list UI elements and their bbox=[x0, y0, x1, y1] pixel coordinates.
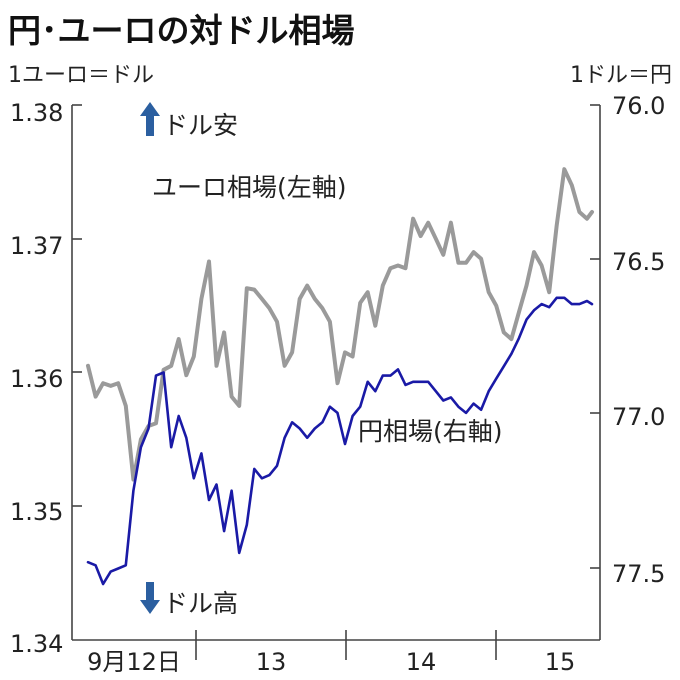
yen-series-label: 円相場(右軸) bbox=[358, 417, 503, 446]
annotation-up: ドル安 bbox=[140, 102, 238, 140]
left-tick-label: 1.34 bbox=[10, 630, 63, 658]
x-tick-label: 13 bbox=[256, 648, 287, 676]
left-tick-label: 1.36 bbox=[10, 365, 63, 393]
right-tick-label: 76.0 bbox=[612, 92, 665, 120]
x-tick-label: 15 bbox=[545, 648, 576, 676]
euro-series-label: ユーロ相場(左軸) bbox=[152, 173, 347, 202]
annotation-down: ドル高 bbox=[140, 582, 238, 618]
left-tick-labels: 1.38 1.37 1.36 1.35 1.34 bbox=[10, 99, 63, 658]
right-tick-label: 77.0 bbox=[612, 403, 665, 431]
left-axis-unit: 1ユーロ＝ドル bbox=[8, 63, 154, 88]
x-tick-labels: 9月12日 13 14 15 bbox=[87, 648, 575, 676]
right-tick-labels: 76.0 76.5 77.0 77.5 bbox=[612, 92, 665, 588]
yen-series-line bbox=[86, 296, 594, 586]
annotation-dollar-strong: ドル高 bbox=[163, 589, 238, 618]
up-arrow-icon bbox=[140, 102, 160, 136]
axes bbox=[71, 104, 601, 660]
annotation-dollar-weak: ドル安 bbox=[163, 111, 238, 140]
euro-series-line bbox=[86, 167, 594, 482]
right-tick-label: 77.5 bbox=[612, 560, 665, 588]
left-tick-label: 1.37 bbox=[10, 232, 63, 260]
x-tick-label: 9月12日 bbox=[87, 648, 181, 676]
left-tick-label: 1.35 bbox=[10, 498, 63, 526]
down-arrow-icon bbox=[140, 582, 160, 614]
right-tick-label: 76.5 bbox=[612, 248, 665, 276]
chart-title: 円･ユーロの対ドル相場 bbox=[8, 11, 355, 50]
right-axis-unit: 1ドル＝円 bbox=[570, 63, 672, 88]
x-tick-label: 14 bbox=[406, 648, 437, 676]
left-tick-label: 1.38 bbox=[10, 99, 63, 127]
